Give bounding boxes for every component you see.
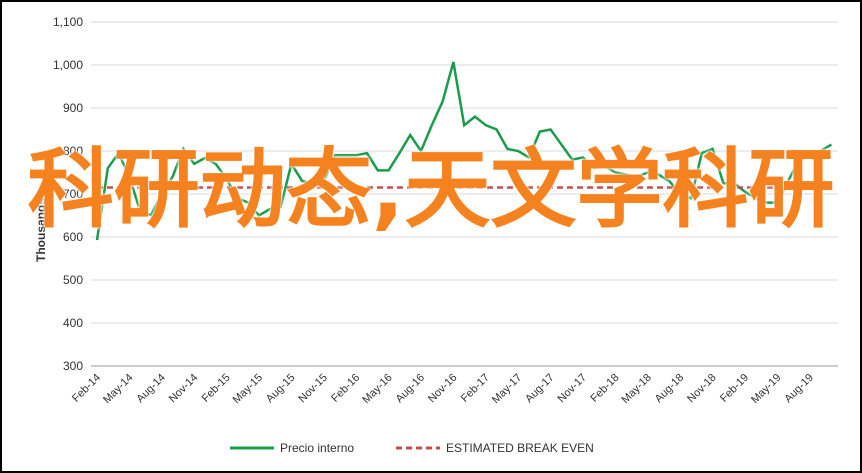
y-tick-label: 700	[63, 187, 83, 201]
y-axis-label: Thousands	[34, 198, 48, 262]
y-tick-label: 1,000	[53, 58, 83, 72]
y-tick-label: 600	[63, 230, 83, 244]
y-tick-label: 800	[63, 144, 83, 158]
y-tick-label: 500	[63, 273, 83, 287]
overlay-text: 科研动态,天文学科研	[27, 140, 835, 240]
legend-label: Precio interno	[280, 441, 354, 455]
series-line	[95, 61, 833, 241]
y-tick-label: 900	[63, 101, 83, 115]
y-tick-label: 400	[63, 316, 83, 330]
y-tick-label: 1,100	[53, 15, 83, 29]
y-tick-label: 300	[63, 359, 83, 373]
legend-label: ESTIMATED BREAK EVEN	[446, 441, 594, 455]
